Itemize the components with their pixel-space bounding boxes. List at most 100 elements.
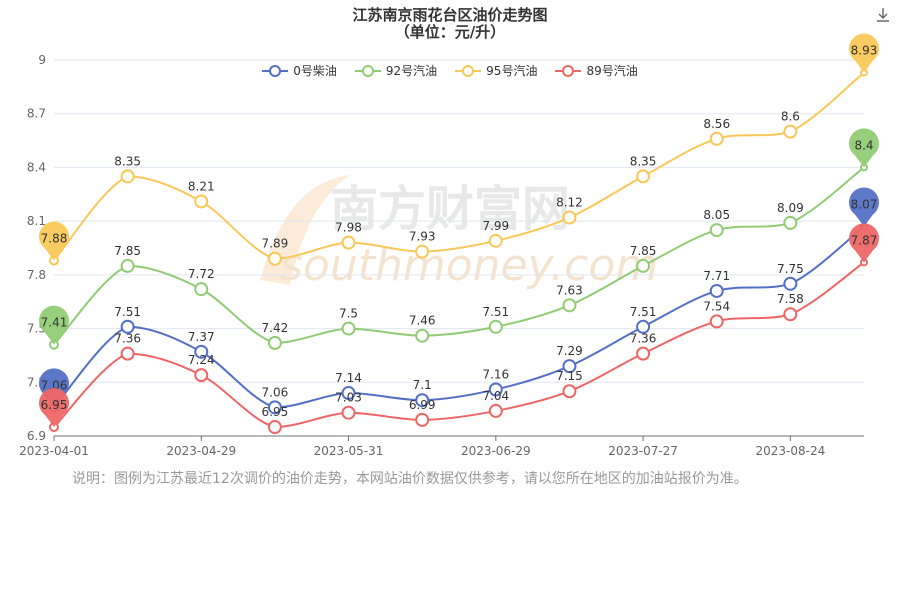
y-tick-label: 8.4	[27, 160, 46, 174]
data-label: 7.89	[262, 237, 289, 251]
data-point	[120, 258, 135, 273]
legend-item[interactable]: 92号汽油	[354, 62, 437, 79]
data-point	[194, 194, 209, 209]
data-point	[562, 210, 577, 225]
data-point	[341, 321, 356, 336]
download-icon[interactable]	[874, 6, 892, 24]
data-label: 7.63	[556, 283, 583, 297]
data-point	[267, 251, 282, 266]
data-label: 7.03	[335, 391, 362, 405]
chart-title: 江苏南京雨花台区油价走势图	[352, 6, 548, 24]
data-label: 7.42	[262, 321, 289, 335]
legend-marker-icon	[262, 64, 289, 77]
max-pin	[849, 223, 879, 263]
data-point	[488, 403, 503, 418]
min-pin-label: 7.06	[41, 378, 68, 392]
data-label: 7.85	[630, 244, 657, 258]
max-pin-label: 8.93	[851, 44, 878, 58]
legend-label: 89号汽油	[586, 64, 638, 78]
data-label: 7.85	[114, 244, 141, 258]
data-point	[488, 382, 503, 397]
legend: 0号柴油 92号汽油 95号汽油 89号汽油	[0, 62, 900, 79]
data-label: 7.5	[339, 307, 358, 321]
y-tick-label: 9	[38, 53, 46, 67]
data-label: 7.98	[335, 221, 362, 235]
data-point	[709, 314, 724, 329]
x-tick-label: 2023-06-29	[461, 444, 531, 458]
data-label: 7.58	[777, 292, 804, 306]
data-label: 8.09	[777, 201, 804, 215]
min-pin	[39, 221, 70, 261]
data-label: 7.24	[188, 353, 215, 367]
data-point	[341, 235, 356, 250]
data-point	[415, 393, 430, 408]
max-pin-label: 8.4	[854, 138, 873, 152]
data-label: 8.21	[188, 179, 215, 193]
data-point	[636, 258, 651, 273]
legend-item[interactable]: 89号汽油	[555, 62, 638, 79]
data-point	[709, 131, 724, 146]
series-line	[53, 261, 865, 429]
data-label: 7.29	[556, 344, 583, 358]
data-label: 7.54	[703, 299, 730, 313]
max-pin	[849, 187, 879, 227]
data-point	[709, 223, 724, 238]
y-tick-label: 8.7	[27, 107, 46, 121]
data-point	[194, 282, 209, 297]
data-label: 8.35	[114, 154, 141, 168]
data-point	[267, 335, 282, 350]
legend-label: 0号柴油	[293, 64, 337, 78]
data-point	[415, 328, 430, 343]
y-tick-label: 8.1	[27, 214, 46, 228]
y-tick-label: 6.9	[27, 429, 46, 443]
data-label: 7.14	[335, 371, 362, 385]
min-pin-label: 7.41	[41, 316, 68, 330]
data-point	[120, 169, 135, 184]
data-point	[488, 233, 503, 248]
min-pin	[39, 368, 70, 408]
data-label: 6.95	[262, 405, 289, 419]
data-point	[783, 307, 798, 322]
data-label: 7.36	[630, 332, 657, 346]
data-point	[562, 359, 577, 374]
min-pin	[39, 388, 70, 428]
data-point	[120, 319, 135, 334]
data-point	[636, 169, 651, 184]
data-point	[415, 412, 430, 427]
data-point	[267, 420, 282, 435]
legend-item[interactable]: 95号汽油	[455, 62, 537, 79]
data-point	[783, 215, 798, 230]
data-label: 7.51	[114, 305, 141, 319]
data-label: 7.51	[482, 305, 509, 319]
max-pin	[849, 33, 880, 73]
data-label: 8.12	[556, 196, 583, 210]
y-tick-label: 7.8	[27, 268, 46, 282]
data-point	[194, 368, 209, 383]
data-point	[783, 276, 798, 291]
data-point	[636, 346, 651, 361]
data-label: 7.1	[413, 378, 432, 392]
legend-label: 95号汽油	[486, 64, 538, 78]
series-line	[53, 225, 865, 409]
data-point	[636, 319, 651, 334]
data-point	[415, 244, 430, 259]
data-label: 7.51	[630, 305, 657, 319]
x-tick-label: 2023-07-27	[608, 444, 678, 458]
data-label: 6.99	[409, 398, 436, 412]
data-point	[267, 400, 282, 415]
legend-marker-icon	[354, 64, 381, 77]
data-label: 7.75	[777, 262, 804, 276]
x-tick-label: 2023-04-29	[166, 444, 236, 458]
data-label: 7.46	[409, 314, 436, 328]
data-label: 7.71	[703, 269, 730, 283]
legend-item[interactable]: 0号柴油	[262, 62, 337, 79]
data-point	[194, 344, 209, 359]
data-point	[562, 384, 577, 399]
data-point	[562, 298, 577, 313]
data-label: 7.04	[482, 389, 509, 403]
data-label: 8.6	[781, 110, 800, 124]
data-point	[488, 319, 503, 334]
min-pin-label: 6.95	[41, 398, 68, 412]
data-label: 7.93	[409, 230, 436, 244]
